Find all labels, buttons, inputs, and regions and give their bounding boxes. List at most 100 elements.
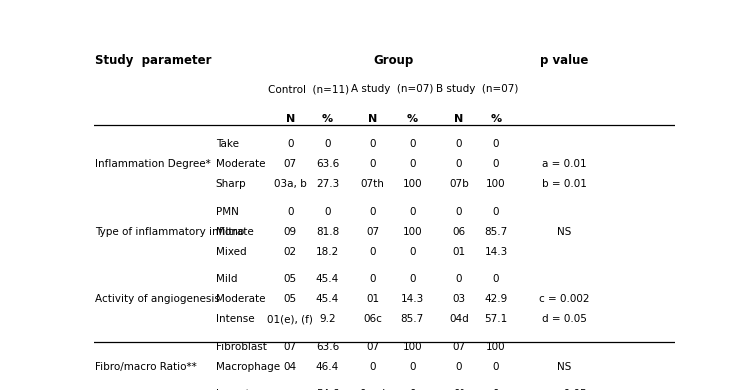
Text: Inflammation Degree*: Inflammation Degree*: [95, 159, 211, 169]
Text: %: %: [406, 114, 418, 124]
Text: %: %: [490, 114, 502, 124]
Text: A study  (n=07): A study (n=07): [351, 84, 433, 94]
Text: 100: 100: [403, 227, 422, 237]
Text: 27.3: 27.3: [316, 179, 339, 189]
Text: 07th: 07th: [361, 179, 385, 189]
Text: 0: 0: [409, 362, 416, 372]
Text: d = 0.05: d = 0.05: [542, 314, 587, 324]
Text: 45.4: 45.4: [316, 294, 339, 304]
Text: 05: 05: [284, 294, 297, 304]
Text: 100: 100: [486, 342, 506, 352]
Text: Control  (n=11): Control (n=11): [268, 84, 350, 94]
Text: Type of inflammatory infiltrate: Type of inflammatory infiltrate: [95, 227, 254, 237]
Text: 06: 06: [452, 227, 465, 237]
Text: NS: NS: [557, 362, 572, 372]
Text: 0: 0: [370, 139, 376, 149]
Text: 07: 07: [284, 342, 297, 352]
Text: 03: 03: [452, 294, 465, 304]
Text: 100: 100: [403, 342, 422, 352]
Text: c = 0.002: c = 0.002: [539, 294, 590, 304]
Text: 0: 0: [287, 207, 293, 216]
Text: 0: 0: [493, 389, 500, 390]
Text: Activity of angiogenesis: Activity of angiogenesis: [95, 294, 220, 304]
Text: Mono: Mono: [216, 227, 244, 237]
Text: Moderate: Moderate: [216, 294, 266, 304]
Text: 0: 0: [455, 362, 462, 372]
Text: 04: 04: [284, 362, 297, 372]
Text: 63.6: 63.6: [316, 342, 339, 352]
Text: 0: 0: [409, 247, 416, 257]
Text: 05: 05: [284, 274, 297, 284]
Text: 0f: 0f: [454, 389, 464, 390]
Text: 9.2: 9.2: [319, 314, 336, 324]
Text: 0: 0: [370, 159, 376, 169]
Text: 0: 0: [409, 389, 416, 390]
Text: 0: 0: [409, 159, 416, 169]
Text: 07: 07: [366, 342, 380, 352]
Text: a = 0.01: a = 0.01: [542, 159, 586, 169]
Text: 100: 100: [403, 179, 422, 189]
Text: N: N: [368, 114, 377, 124]
Text: 63.6: 63.6: [316, 159, 339, 169]
Text: 01: 01: [452, 247, 465, 257]
Text: Mild: Mild: [216, 274, 237, 284]
Text: e = 0.05: e = 0.05: [542, 389, 586, 390]
Text: 81.8: 81.8: [316, 227, 339, 237]
Text: Sharp: Sharp: [216, 179, 247, 189]
Text: Fibro/macro Ratio**: Fibro/macro Ratio**: [95, 362, 196, 372]
Text: 14.3: 14.3: [400, 294, 424, 304]
Text: p value: p value: [540, 54, 589, 67]
Text: 05(e), (f): 05(e), (f): [267, 389, 314, 390]
Text: 85.7: 85.7: [400, 314, 424, 324]
Text: 01(e), (f): 01(e), (f): [267, 314, 314, 324]
Text: PMN: PMN: [216, 207, 238, 216]
Text: Fibroblast: Fibroblast: [216, 342, 267, 352]
Text: B study  (n=07): B study (n=07): [436, 84, 518, 94]
Text: 0: 0: [455, 207, 462, 216]
Text: 14.3: 14.3: [484, 247, 508, 257]
Text: 0: 0: [493, 362, 500, 372]
Text: 0: 0: [370, 274, 376, 284]
Text: Macrophage: Macrophage: [216, 362, 280, 372]
Text: 42.9: 42.9: [484, 294, 508, 304]
Text: NS: NS: [557, 227, 572, 237]
Text: 18.2: 18.2: [316, 247, 339, 257]
Text: 07: 07: [366, 227, 380, 237]
Text: Intense: Intense: [216, 314, 254, 324]
Text: 0: 0: [455, 274, 462, 284]
Text: 0: 0: [370, 247, 376, 257]
Text: 0: 0: [493, 139, 500, 149]
Text: 07: 07: [452, 342, 465, 352]
Text: 09: 09: [284, 227, 297, 237]
Text: N: N: [454, 114, 464, 124]
Text: 0: 0: [409, 274, 416, 284]
Text: 0: 0: [493, 207, 500, 216]
Text: %: %: [322, 114, 333, 124]
Text: 46.4: 46.4: [316, 362, 339, 372]
Text: 03a, b: 03a, b: [274, 179, 307, 189]
Text: 0: 0: [493, 159, 500, 169]
Text: 0: 0: [370, 362, 376, 372]
Text: Take: Take: [216, 139, 238, 149]
Text: 07: 07: [284, 159, 297, 169]
Text: 45.4: 45.4: [316, 274, 339, 284]
Text: 85.7: 85.7: [484, 227, 508, 237]
Text: 54.6: 54.6: [316, 389, 339, 390]
Text: 0: 0: [455, 139, 462, 149]
Text: b = 0.01: b = 0.01: [542, 179, 587, 189]
Text: 100: 100: [486, 179, 506, 189]
Text: N: N: [286, 114, 295, 124]
Text: 0: 0: [324, 139, 331, 149]
Text: 0and: 0and: [360, 389, 386, 390]
Text: 02: 02: [284, 247, 297, 257]
Text: Moderate: Moderate: [216, 159, 266, 169]
Text: 0: 0: [493, 274, 500, 284]
Text: Study  parameter: Study parameter: [95, 54, 211, 67]
Text: 0: 0: [370, 207, 376, 216]
Text: 01: 01: [366, 294, 380, 304]
Text: 07b: 07b: [449, 179, 469, 189]
Text: 0: 0: [409, 139, 416, 149]
Text: 04d: 04d: [449, 314, 469, 324]
Text: 0: 0: [455, 159, 462, 169]
Text: 57.1: 57.1: [484, 314, 508, 324]
